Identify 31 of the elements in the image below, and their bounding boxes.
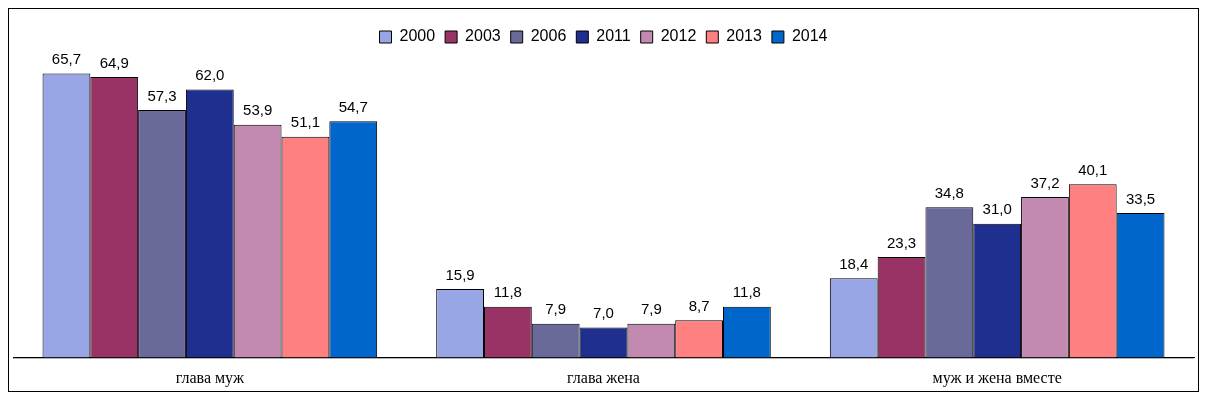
data-label: 54,7 <box>338 97 368 115</box>
x-tick-label: глава муж <box>175 368 245 387</box>
x-tick-label: глава жена <box>567 368 640 386</box>
legend-label: 2014 <box>791 27 828 45</box>
data-label: 7,9 <box>545 300 567 318</box>
data-label: 65,7 <box>51 50 82 68</box>
data-label: 23,3 <box>886 233 917 251</box>
data-label: 51,1 <box>290 113 321 131</box>
legend-label: 2003 <box>465 27 501 45</box>
legend-label: 2000 <box>399 27 436 45</box>
data-label: 7,0 <box>593 304 614 322</box>
legend-label: 2012 <box>660 27 697 45</box>
data-label: 31,0 <box>982 200 1012 218</box>
data-label: 37,2 <box>1030 173 1060 191</box>
data-label: 34,8 <box>934 183 964 201</box>
data-label: 7,9 <box>640 300 662 318</box>
data-label: 57,3 <box>147 86 177 104</box>
data-label: 62,0 <box>195 66 225 84</box>
legend-label: 2011 <box>596 27 631 45</box>
data-label: 40,1 <box>1078 160 1108 178</box>
data-label: 15,9 <box>445 265 475 283</box>
data-label: 11,8 <box>493 283 522 301</box>
data-label: 64,9 <box>99 53 129 71</box>
data-label: 53,9 <box>243 101 273 119</box>
data-label: 33,5 <box>1125 189 1156 207</box>
data-label: 11,8 <box>732 283 761 301</box>
x-tick-label: муж и жена вместе <box>932 368 1062 387</box>
data-label: 8,7 <box>688 296 710 314</box>
legend-label: 2013 <box>726 27 762 45</box>
legend-label: 2006 <box>530 27 567 45</box>
data-label: 18,4 <box>839 254 869 272</box>
